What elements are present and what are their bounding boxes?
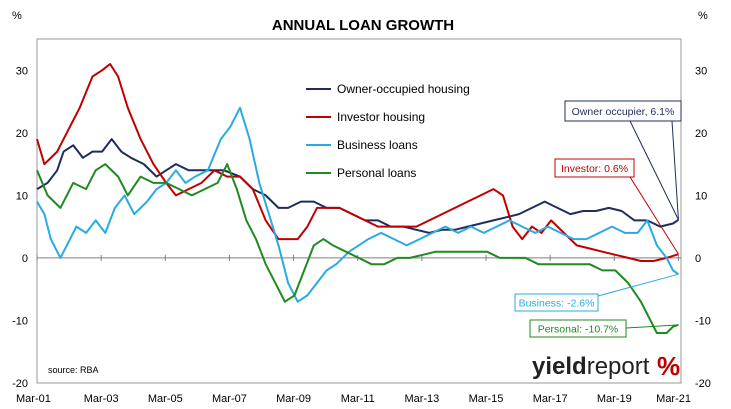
callout-box xyxy=(514,293,599,312)
callout-leader-line xyxy=(597,273,679,297)
axes-group: -20 -20 -10 -10 0 0 10 10 20 20 30 30 Mar-01 Mar-03 Ma… xyxy=(12,65,711,405)
y-tick-label-left: 30 xyxy=(16,65,28,77)
x-tick-label: Mar-01 xyxy=(16,393,51,405)
x-tick-label: Mar-07 xyxy=(212,393,247,405)
chart-title: ANNUAL LOAN GROWTH xyxy=(272,17,454,34)
y-tick-label-right: 20 xyxy=(695,128,707,140)
y-tick-label-right: -10 xyxy=(695,315,711,327)
series-line-business-loans xyxy=(36,106,679,303)
callout-box xyxy=(554,158,635,178)
x-tick-label: Mar-05 xyxy=(148,393,183,405)
callout-label: Owner occupier, 6.1% xyxy=(572,106,675,118)
x-tick-label: Mar-09 xyxy=(276,393,311,405)
callout-label: Personal: -10.7% xyxy=(538,324,619,336)
legend-entry-label: Personal loans xyxy=(337,166,416,180)
callout-leader-line xyxy=(625,324,679,329)
callout-box xyxy=(564,100,682,122)
plot-area-frame xyxy=(36,38,682,384)
callout-label: Investor: 0.6% xyxy=(561,163,628,175)
yieldreport-logo: yieldreport % xyxy=(532,351,680,381)
y-tick-label-right: -20 xyxy=(695,378,711,390)
series-line-personal-loans xyxy=(36,163,679,334)
source-note: source: RBA xyxy=(48,365,99,375)
y-tick-label-right: 10 xyxy=(695,190,707,202)
svg-text:yieldreport: yieldreport xyxy=(532,353,650,380)
x-tick-label: Mar-03 xyxy=(84,393,119,405)
y-tick-label-right: 30 xyxy=(695,65,707,77)
x-tick-label: Mar-17 xyxy=(533,393,568,405)
legend: Owner-occupied housing Investor housing Bu… xyxy=(306,82,470,180)
series-lines-group xyxy=(36,63,679,334)
legend-entry-label: Investor housing xyxy=(337,110,425,124)
logo-percent-symbol: % xyxy=(657,351,680,381)
y-tick-label-left: 10 xyxy=(16,190,28,202)
x-tick-label: Mar-11 xyxy=(341,393,375,405)
callout-leader-line xyxy=(671,120,679,220)
x-tick-label: Mar-21 xyxy=(656,393,691,405)
x-tick-label: Mar-13 xyxy=(404,393,439,405)
callout-box xyxy=(529,319,627,338)
logo-text-yield: yield xyxy=(532,353,587,380)
left-axis-unit: % xyxy=(12,10,22,22)
right-axis-unit: % xyxy=(698,10,708,22)
callout-leader-line xyxy=(629,176,679,255)
callout-leader-line xyxy=(629,120,679,220)
y-tick-label-left: -20 xyxy=(12,378,28,390)
legend-entry-label: Business loans xyxy=(337,138,418,152)
y-tick-label-left: 20 xyxy=(16,128,28,140)
y-tick-label-left: 0 xyxy=(22,253,28,265)
x-tick-label: Mar-15 xyxy=(469,393,504,405)
callouts-group: Owner occupier, 6.1% Investor: 0.6% Busine… xyxy=(514,100,682,338)
series-line-investor-housing xyxy=(36,63,679,262)
legend-entry-label: Owner-occupied housing xyxy=(337,82,470,96)
logo-text-report: report xyxy=(587,353,650,380)
y-tick-label-left: -10 xyxy=(12,315,28,327)
callout-label: Business: -2.6% xyxy=(519,298,595,310)
y-tick-label-right: 0 xyxy=(695,253,701,265)
x-tick-label: Mar-19 xyxy=(597,393,632,405)
